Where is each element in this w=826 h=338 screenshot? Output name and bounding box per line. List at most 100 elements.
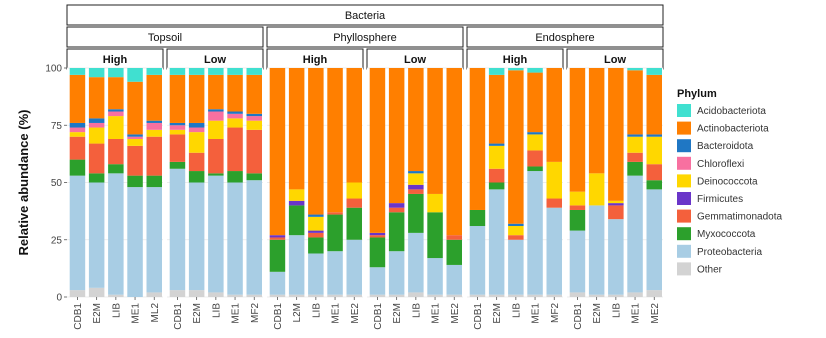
bar-segment-proteobacteria (188, 182, 205, 291)
bar-segment-deinococcota (308, 216, 324, 231)
bar-segment-deinococcota (427, 193, 443, 213)
bar-segment-gemmatimonadota (246, 129, 262, 174)
strip-label-high: High (103, 54, 128, 66)
y-axis: 0 25 50 75 100 Relative abundance (%) (16, 64, 67, 304)
bar-segment-actinobacteriota (627, 70, 643, 135)
bar-segment-acidobacteriota (508, 68, 524, 71)
bar-segment-other (546, 294, 562, 297)
bar-segment-actinobacteriota (488, 74, 505, 144)
bar-segment-actinobacteriota (327, 68, 343, 213)
bar-segment-myxococcota (646, 180, 662, 190)
bar-segment-acidobacteriota (88, 68, 105, 78)
bar-segment-actinobacteriota (408, 68, 424, 172)
bar-segment-proteobacteria (508, 239, 524, 295)
bar-segment-actinobacteriota (108, 77, 124, 110)
x-tick-label: CDB1 (173, 303, 184, 330)
bar-segment-gemmatimonadota (646, 164, 662, 181)
bar-segment-gemmatimonadota (608, 205, 624, 220)
bar-segment-other (227, 294, 243, 297)
legend-label: Firmicutes (697, 194, 743, 205)
bar-segment-deinococcota (69, 132, 86, 137)
bar-segment-myxococcota (188, 171, 205, 183)
bar-segment-other (508, 294, 524, 297)
bar-segment-proteobacteria (308, 253, 324, 295)
bar-segment-bacteroidota (627, 134, 643, 137)
x-tick-label: ME1 (631, 303, 642, 324)
legend-swatch (677, 262, 691, 276)
bar-segment-gemmatimonadota (127, 145, 143, 176)
bar-segment-gemmatimonadota (188, 152, 205, 172)
bar-segment-chloroflexi (69, 127, 86, 133)
legend-swatch (677, 209, 691, 223)
legend-swatch (677, 174, 691, 188)
bar-segment-firmicutes (288, 200, 305, 206)
bar-segment-acidobacteriota (627, 68, 643, 71)
bar-segment-other (608, 294, 624, 297)
bar-segment-other (188, 290, 205, 297)
bar-segment-proteobacteria (127, 187, 143, 297)
bar-segment-gemmatimonadota (546, 198, 562, 208)
bar-segment-deinococcota (569, 191, 586, 206)
x-tick-label: E2M (92, 303, 103, 324)
bar-segment-bacteroidota (69, 122, 86, 128)
bar-segment-gemmatimonadota (327, 212, 343, 215)
legend-label: Other (697, 264, 723, 275)
bar-segment-other (408, 292, 424, 297)
bar-segment-myxococcota (88, 173, 105, 183)
bar-segment-proteobacteria (408, 232, 424, 293)
bar-segment-proteobacteria (588, 205, 605, 295)
legend: Phylum Acidobacteriota Actinobacteriota Bac… (677, 88, 782, 276)
bar-segment-actinobacteriota (188, 74, 205, 123)
bar-segment-other (308, 294, 324, 297)
panel-topsoil-high (67, 67, 163, 298)
bar-segment-actinobacteriota (69, 74, 86, 123)
legend-item-proteobacteria: Proteobacteria (677, 244, 762, 258)
bar-segment-bacteroidota (408, 171, 424, 174)
bar-segment-gemmatimonadota (308, 232, 324, 238)
bar-segment-gemmatimonadota (508, 235, 524, 240)
bar-segment-deinococcota (646, 136, 662, 165)
bar-segment-deinococcota (127, 138, 143, 146)
bar-segment-deinococcota (108, 116, 124, 139)
bar-segment-bacteroidota (246, 113, 262, 117)
bar-segment-bacteroidota (508, 223, 524, 227)
x-tick-label: MF2 (550, 303, 561, 323)
bar-segment-deinococcota (188, 132, 205, 153)
x-tick-label: LIB (511, 303, 522, 318)
bar-segment-bacteroidota (169, 122, 186, 126)
bar-segment-bacteroidota (227, 111, 243, 114)
bar-segment-actinobacteriota (227, 74, 243, 112)
bar-segment-proteobacteria (627, 175, 643, 293)
panel-topsoil-low (167, 67, 263, 298)
bar-segment-other (646, 290, 662, 297)
bar-segment-actinobacteriota (469, 68, 486, 210)
legend-title: Phylum (677, 88, 717, 100)
bar-segment-gemmatimonadota (446, 235, 462, 240)
bar-segment-gemmatimonadota (408, 189, 424, 194)
bar-segment-proteobacteria (546, 207, 562, 295)
bar-segment-gemmatimonadota (169, 134, 186, 162)
bar-segment-proteobacteria (169, 168, 186, 291)
bar-segment-actinobacteriota (608, 68, 624, 201)
panel-endosphere-low (567, 67, 663, 298)
bar-segment-gemmatimonadota (269, 237, 286, 240)
bar-segment-myxococcota (569, 209, 586, 231)
bar-segment-gemmatimonadota (346, 198, 362, 208)
bar-segment-gemmatimonadota (108, 138, 124, 165)
bar-segment-acidobacteriota (108, 68, 124, 78)
legend-item-firmicutes: Firmicutes (677, 192, 743, 205)
bar-segment-proteobacteria (288, 235, 305, 295)
y-tick-label: 0 (56, 293, 62, 304)
x-tick-label: LIB (311, 303, 322, 318)
bar-segment-acidobacteriota (146, 68, 162, 75)
bar-segment-other (446, 294, 462, 297)
bar-segment-other (388, 294, 405, 297)
x-tick-label: ME2 (450, 303, 461, 324)
panel-phyllosphere-high (267, 67, 363, 298)
bar-segment-myxococcota (127, 175, 143, 188)
bar-segment-bacteroidota (146, 120, 162, 123)
bar-segment-acidobacteriota (646, 68, 662, 75)
bar-segment-proteobacteria (488, 189, 505, 295)
x-tick-label: MF2 (250, 303, 261, 323)
bar-segment-gemmatimonadota (69, 136, 86, 160)
